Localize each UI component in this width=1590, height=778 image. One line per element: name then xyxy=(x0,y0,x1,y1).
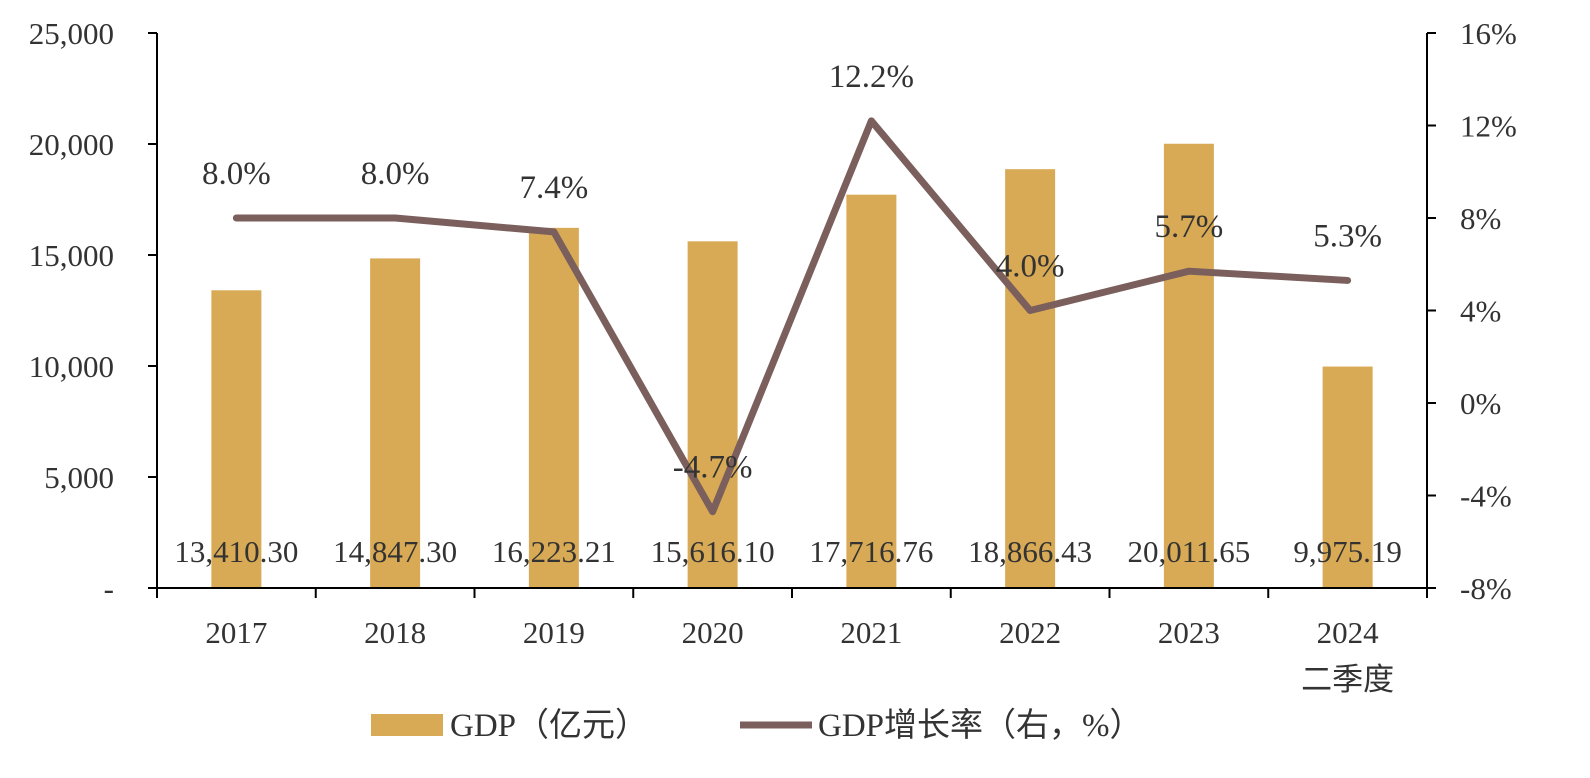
x-tick-label: 2018 xyxy=(364,615,426,650)
line-growth xyxy=(232,117,1352,516)
data-labels: 13,410.30 14,847.30 16,223.21 15,616.10 17,7… xyxy=(174,59,1402,569)
line-value-label: 12.2% xyxy=(829,59,914,95)
y-left-tick-label: - xyxy=(104,571,114,606)
line-value-label: 8.0% xyxy=(361,156,430,192)
bar-value-label: 17,716.76 xyxy=(809,534,933,569)
bar-series-gdp xyxy=(211,143,1373,589)
y-right-tick-label: 0% xyxy=(1460,386,1501,421)
y-left-tick-label: 15,000 xyxy=(29,238,114,273)
y-left-tick-label: 25,000 xyxy=(29,16,114,51)
x-tick-label: 2020 xyxy=(682,615,744,650)
bar-gdp-2017 xyxy=(211,290,262,588)
line-value-label: 5.7% xyxy=(1155,209,1224,245)
bar-gdp-2018 xyxy=(370,258,421,588)
legend-label-gdp: GDP（亿元） xyxy=(450,708,648,744)
line-series-growth xyxy=(232,117,1352,516)
line-value-label: -4.7% xyxy=(673,450,753,486)
bar-gdp-2020 xyxy=(687,241,738,589)
y-left-tick-label: 20,000 xyxy=(29,127,114,162)
y-right-tick-label: -8% xyxy=(1460,571,1512,606)
bar-value-label: 15,616.10 xyxy=(651,534,775,569)
x-tick-label: 2019 xyxy=(523,615,585,650)
bar-value-label: 9,975.19 xyxy=(1293,534,1402,569)
bar-value-label: 14,847.30 xyxy=(333,534,457,569)
legend: GDP（亿元） GDP增长率（右，%） xyxy=(371,707,1143,744)
y-left-tick-label: 5,000 xyxy=(44,460,114,495)
line-value-label: 8.0% xyxy=(202,156,271,192)
legend-label-growth: GDP增长率（右，%） xyxy=(818,707,1143,744)
bar-value-label: 20,011.65 xyxy=(1127,534,1250,569)
y-right-tick-label: -4% xyxy=(1460,479,1512,514)
line-value-label: 4.0% xyxy=(996,249,1065,285)
x-tick-label: 2017 xyxy=(205,615,267,650)
bar-value-label: 13,410.30 xyxy=(174,534,298,569)
line-value-label: 7.4% xyxy=(520,170,589,206)
y-right-tick-label: 16% xyxy=(1460,16,1517,51)
axes: - 5,000 10,000 15,000 20,000 25,000 -8% -4% 0% 4%… xyxy=(29,16,1517,697)
x-tick-sublabel: 二季度 xyxy=(1301,662,1394,697)
x-tick-label: 2022 xyxy=(999,615,1061,650)
y-right-tick-label: 12% xyxy=(1460,109,1517,144)
bar-gdp-2021 xyxy=(846,194,897,588)
x-tick-label: 2024 xyxy=(1317,615,1380,650)
x-tick-label: 2023 xyxy=(1158,615,1220,650)
x-tick-label: 2021 xyxy=(840,615,902,650)
legend-swatch-gdp xyxy=(371,714,443,736)
bar-value-label: 16,223.21 xyxy=(492,534,616,569)
line-value-label: 5.3% xyxy=(1313,218,1382,254)
y-right-tick-label: 8% xyxy=(1460,201,1501,236)
y-right-tick-label: 4% xyxy=(1460,294,1501,329)
y-left-tick-label: 10,000 xyxy=(29,349,114,384)
bar-value-label: 18,866.43 xyxy=(968,534,1092,569)
bar-gdp-2024 xyxy=(1322,366,1373,588)
bar-gdp-2019 xyxy=(528,227,579,589)
bar-gdp-2022 xyxy=(1005,169,1056,588)
bar-gdp-2023 xyxy=(1163,143,1214,588)
